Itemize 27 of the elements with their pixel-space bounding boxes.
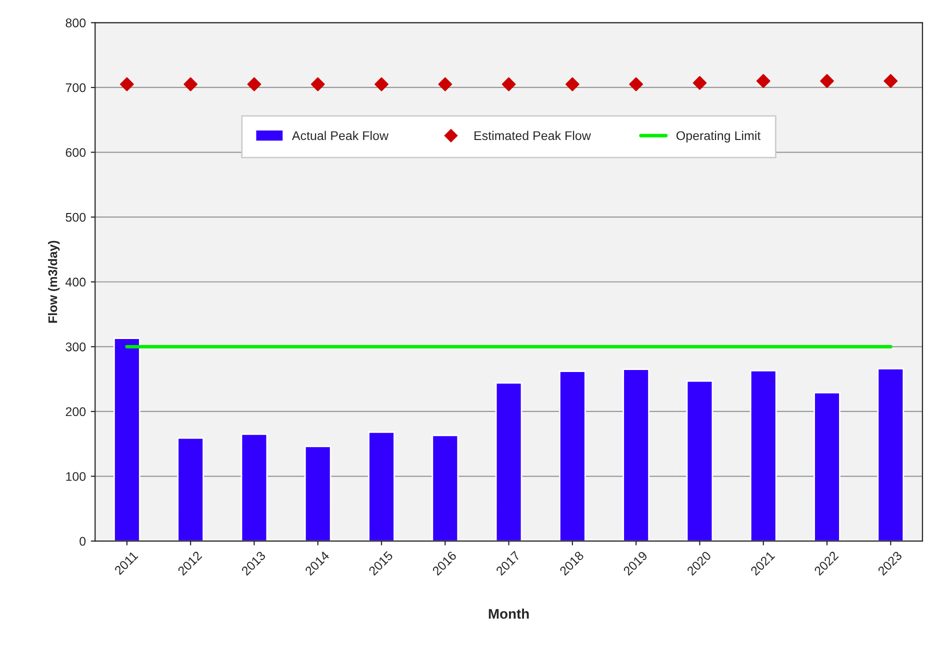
bar [240, 433, 268, 542]
legend-label: Actual Peak Flow [292, 130, 389, 140]
y-tick-label: 700 [66, 83, 86, 92]
bar [814, 392, 840, 542]
legend-label: Operating Limit [676, 130, 761, 143]
bar [622, 368, 650, 542]
y-tick-label: 200 [66, 407, 86, 416]
y-tick-label: 0 [80, 536, 86, 546]
x-axis-title: Month [488, 608, 529, 619]
y-tick-label: 300 [66, 342, 86, 352]
y-tick-label: 400 [66, 278, 86, 287]
bar [495, 382, 522, 542]
y-tick-label: 100 [66, 472, 86, 481]
legend-label: Estimated Peak Flow [474, 130, 591, 140]
bar [877, 368, 904, 542]
y-tick-label: 800 [66, 18, 86, 28]
bar [432, 434, 459, 542]
bar [368, 432, 395, 542]
bar [559, 370, 586, 542]
y-tick-label: 600 [66, 148, 86, 157]
bar [177, 437, 204, 542]
y-tick-label: 500 [66, 212, 86, 222]
bar [114, 338, 140, 542]
bar [304, 446, 332, 542]
bar [750, 370, 777, 542]
bar [686, 380, 714, 542]
y-axis-title: Flow (m3/day) [48, 240, 60, 323]
